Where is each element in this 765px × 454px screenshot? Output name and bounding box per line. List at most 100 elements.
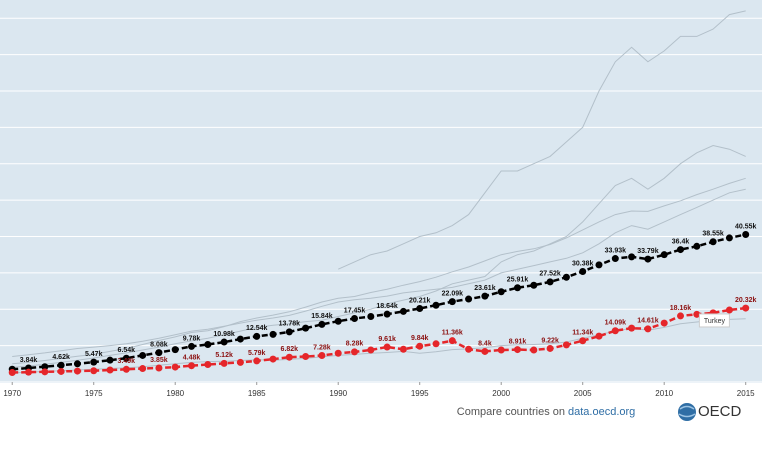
point [334,317,342,325]
point [25,368,33,376]
value-label: 11.36k [442,330,463,337]
point [611,327,619,335]
value-label: 8.28k [346,341,364,348]
point [139,351,147,359]
point [514,284,522,292]
point [122,365,130,373]
point [155,349,163,357]
x-tick-label: 2005 [574,389,592,398]
value-label: 20.21k [409,297,431,304]
plot-area [0,0,762,383]
point [399,345,407,353]
point [725,234,733,242]
oecd-logo: OECD [678,403,742,421]
point [448,298,456,306]
point [448,337,456,345]
point [742,230,750,238]
point [204,361,212,369]
value-label: 9.22k [541,337,559,344]
point [611,255,619,263]
value-label: 17.45k [344,307,366,314]
series-line [12,233,746,371]
value-label: 15.84k [311,313,333,320]
point [106,366,114,374]
point [497,288,505,296]
point [432,301,440,309]
point [677,246,685,254]
point [644,325,652,333]
value-label: 40.55k [735,223,757,230]
value-label: 8.08k [150,341,168,348]
point [595,332,603,340]
point [253,357,261,365]
value-label: 9.61k [378,336,396,343]
value-label: 30.38k [572,260,594,267]
point [628,324,636,332]
x-tick-label: 1990 [329,389,347,398]
point [220,338,228,346]
logo-globe-lines [678,405,696,418]
point [269,330,277,338]
point [660,251,668,259]
value-label: 33.93k [605,247,627,254]
series-line [12,306,746,374]
point [302,324,310,332]
value-label: 18.16k [670,305,692,312]
value-label: 33.79k [637,248,659,255]
value-label: 36.4k [672,238,690,245]
value-label: 18.64k [376,303,398,310]
x-tick-label: 1980 [166,389,184,398]
point [220,359,228,367]
value-label: 14.61k [637,318,659,325]
point [57,361,65,369]
value-label: 20.32k [735,297,757,304]
point [432,340,440,348]
point [351,348,359,356]
point [41,368,49,376]
point [709,238,717,246]
point [546,344,554,352]
value-label: 7.28k [313,344,331,351]
footer-link[interactable]: data.oecd.org [568,406,635,418]
point [465,345,473,353]
value-label: 9.78k [183,335,201,342]
point [562,273,570,281]
value-label: 23.61k [474,285,496,292]
point [481,347,489,355]
point [57,367,65,375]
point [236,335,244,343]
value-label: 10.98k [213,331,235,338]
value-label: 8.4k [478,340,492,347]
point [693,242,701,250]
point [90,358,98,366]
value-label: 9.84k [411,335,429,342]
point [155,364,163,372]
point [383,343,391,351]
logo-text: OECD [698,403,742,420]
point [8,369,16,377]
context-line [12,318,746,374]
point [481,292,489,300]
context-line [12,188,746,357]
point [318,352,326,360]
point [465,295,473,303]
point [171,346,179,354]
point [334,349,342,357]
context-line [12,144,746,368]
point [269,355,277,363]
point [579,267,587,275]
point [90,367,98,375]
point [383,310,391,318]
value-label: 8.91k [509,338,527,345]
x-tick-label: 2015 [737,389,755,398]
point [742,304,750,312]
point [497,346,505,354]
point [562,341,570,349]
value-label: 13.78k [279,321,301,328]
value-label: 6.82k [281,346,299,353]
point [73,367,81,375]
value-label: 4.48k [183,355,201,362]
point [139,365,147,373]
point [318,320,326,328]
value-label: 3.84k [20,357,38,364]
